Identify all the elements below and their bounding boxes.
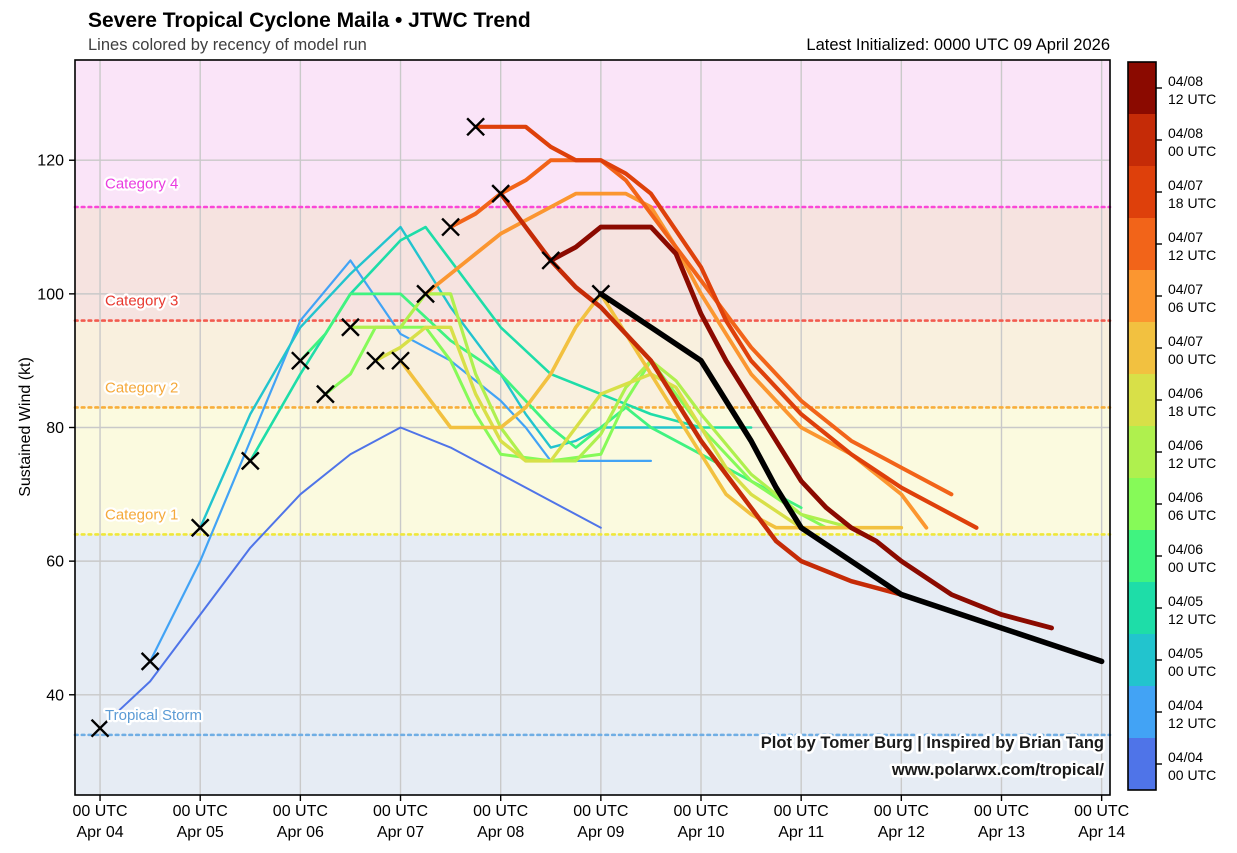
best-track-x-marker [190, 518, 210, 538]
colorbar-segment [1128, 270, 1156, 323]
forecast-line-04-07-00-UTC [398, 292, 904, 530]
colorbar-segment [1128, 374, 1156, 427]
forecast-line-04-06-18-UTC [373, 325, 878, 530]
x-tick-label: 00 UTC Apr 04 [72, 803, 127, 841]
band-category-2 [75, 320, 1110, 408]
y-tick-label: 80 [46, 420, 64, 437]
colorbar-label: 04/04 00 UTC [1168, 749, 1216, 783]
best-track-x-marker [541, 251, 561, 270]
credit-line-2: www.polarwx.com/tropical/ [891, 761, 1105, 779]
x-tick-label: 00 UTC Apr 13 [974, 803, 1029, 841]
y-tick-label: 40 [46, 687, 64, 704]
page-subtitle: Lines colored by recency of model run [88, 36, 367, 54]
colorbar-label: 04/08 12 UTC [1168, 73, 1216, 107]
forecast-line-04-04-00-UTC [99, 426, 602, 730]
credit-line-1: Plot by Tomer Burg | Inspired by Brian T… [761, 734, 1104, 752]
category-bands [75, 60, 1110, 795]
model-run-colorbar: 04/08 12 UTC 04/08 00 UTC 04/07 18 UTC 04/07 12… [1127, 61, 1216, 791]
colorbar-label: 04/07 06 UTC [1168, 281, 1216, 315]
category-label-category-2: Category 2 [105, 379, 178, 396]
forecast-line-04-08-00-UTC [498, 191, 904, 597]
x-tick-label: 00 UTC Apr 10 [673, 803, 728, 841]
best-track-x-marker [140, 652, 160, 671]
best-track-x-marker [90, 718, 110, 738]
forecast-lines [99, 124, 1105, 730]
category-labels: Category 4 Category 3 Category 2 Category 1… [103, 173, 204, 726]
colorbar-label: 04/05 12 UTC [1168, 593, 1216, 627]
forecast-line-04-07-18-UTC [473, 124, 979, 530]
page-title: Severe Tropical Cyclone Maila • JTWC Tre… [88, 9, 531, 32]
colorbar-label: 04/05 00 UTC [1168, 645, 1216, 679]
category-label-category-1: Category 1 [105, 506, 178, 523]
colorbar-segment [1128, 322, 1156, 375]
best-track-markers [90, 117, 611, 738]
best-track-x-marker [240, 451, 260, 471]
colorbar-segment [1128, 738, 1156, 791]
x-tick-label: 00 UTC Apr 06 [273, 803, 328, 841]
y-tick-label: 100 [37, 286, 64, 303]
x-tick-label: 00 UTC Apr 09 [573, 803, 628, 841]
forecast-line-04-07-12-UTC [448, 158, 954, 497]
best-track-x-marker [591, 284, 611, 304]
colorbar-label: 04/04 12 UTC [1168, 697, 1216, 731]
category-label-category-4: Category 4 [105, 176, 178, 193]
colorbar-segment [1128, 62, 1156, 115]
best-track-x-marker [366, 351, 385, 371]
x-tick-label: 00 UTC Apr 08 [473, 803, 528, 841]
x-tick-label: 00 UTC Apr 14 [1074, 803, 1129, 841]
colorbar-segment [1128, 478, 1156, 531]
colorbar-label: 04/06 00 UTC [1168, 541, 1216, 575]
axis-ticks-and-labels: 00 UTC Apr 04 00 UTC Apr 05 00 UTC Apr 06 00 U… [37, 153, 1129, 841]
y-axis-title: Sustained Wind (kt) [17, 357, 34, 497]
category-label-tropical-storm: Tropical Storm [105, 707, 202, 724]
x-tick-label: 00 UTC Apr 11 [774, 803, 829, 841]
best-track-x-marker [466, 117, 485, 137]
best-track-x-marker [341, 317, 360, 337]
y-tick-label: 120 [37, 153, 64, 170]
best-track-x-marker [291, 351, 310, 371]
colorbar-label: 04/07 18 UTC [1168, 177, 1216, 211]
colorbar-segment [1128, 530, 1156, 583]
forecast-line-04-09-00-UTC [598, 291, 1105, 665]
x-tick-label: 00 UTC Apr 07 [373, 803, 428, 841]
y-tick-label: 60 [46, 554, 64, 571]
latest-initialized-label: Latest Initialized: 0000 UTC 09 April 20… [806, 36, 1110, 54]
colorbar-segment [1128, 426, 1156, 479]
forecast-line-04-06-12-UTC [348, 292, 853, 530]
colorbar-segment [1128, 218, 1156, 271]
best-track-x-marker [491, 184, 511, 203]
colorbar-label: 04/08 00 UTC [1168, 125, 1216, 159]
colorbar-segment [1128, 582, 1156, 635]
colorbar-segment [1128, 634, 1156, 687]
colorbar-segment [1128, 114, 1156, 167]
band-category-4 [75, 60, 1110, 207]
best-track-x-marker [416, 284, 435, 304]
colorbar-label: 04/07 00 UTC [1168, 333, 1216, 367]
band-category-1 [75, 407, 1110, 535]
category-label-category-3: Category 3 [105, 293, 178, 310]
band-tropical-storm [75, 534, 1110, 795]
best-track-x-marker [441, 217, 460, 237]
colorbar-segment [1128, 166, 1156, 219]
colorbar-label: 04/06 12 UTC [1168, 437, 1216, 471]
forecast-line-04-06-00-UTC [298, 292, 803, 510]
best-track-x-marker [316, 384, 335, 404]
colorbar-label: 04/06 06 UTC [1168, 489, 1216, 523]
colorbar-segment [1128, 686, 1156, 739]
x-tick-label: 00 UTC Apr 05 [173, 803, 228, 841]
colorbar-label: 04/06 18 UTC [1168, 385, 1216, 419]
best-track-x-marker [391, 351, 410, 371]
colorbar-label: 04/07 12 UTC [1168, 229, 1216, 263]
forecast-line-04-08-12-UTC [548, 224, 1054, 631]
x-tick-label: 00 UTC Apr 12 [874, 803, 929, 841]
